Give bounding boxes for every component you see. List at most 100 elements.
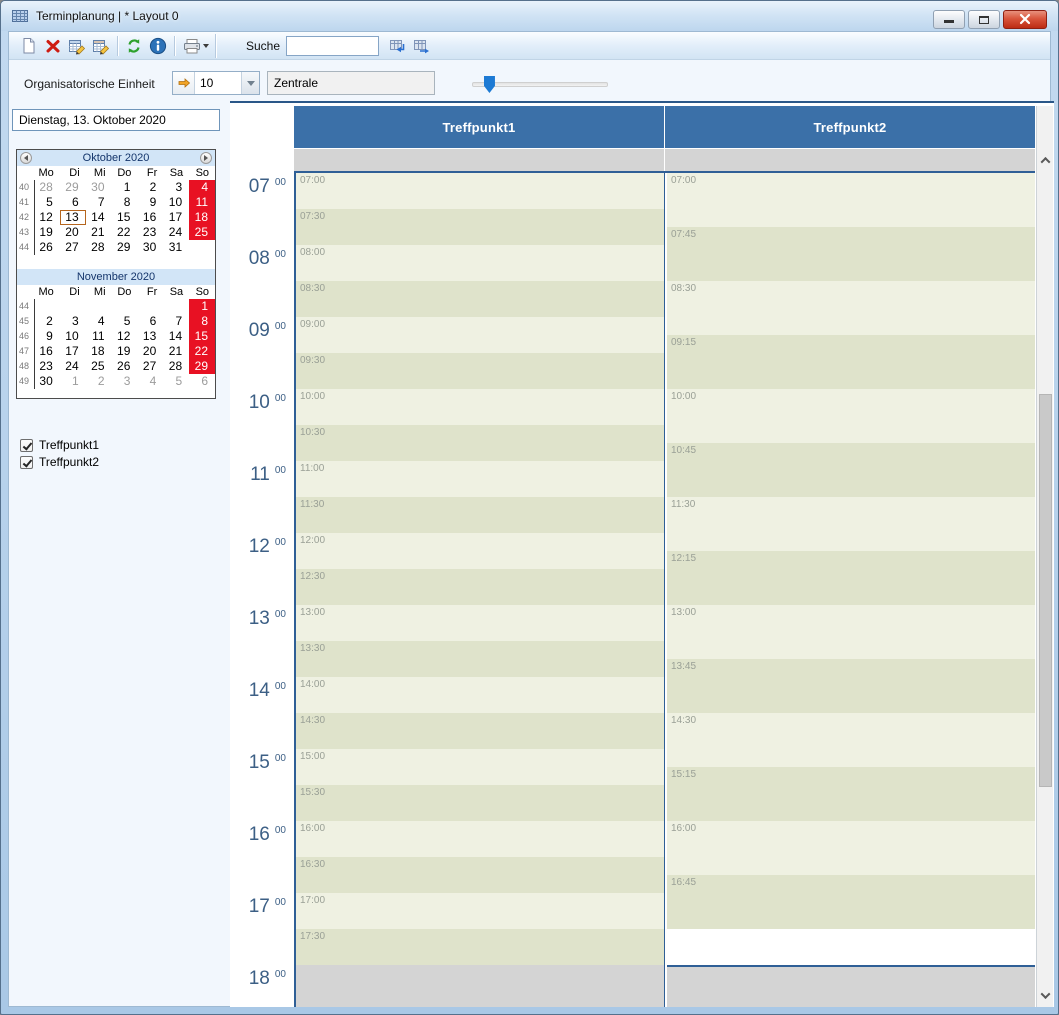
time-slot[interactable]: 14:00: [296, 677, 664, 713]
calendar-day-cell[interactable]: 25: [189, 225, 216, 240]
slider-thumb[interactable]: [483, 76, 495, 93]
time-slot[interactable]: 16:45: [667, 875, 1035, 929]
calendar-day-cell[interactable]: 8: [189, 314, 216, 329]
calendar-day-cell[interactable]: 19: [39, 225, 53, 239]
calendar-day-cell[interactable]: 1: [71, 374, 79, 388]
calendar-day-cell[interactable]: 8: [123, 195, 131, 209]
calendar-day-cell[interactable]: 27: [142, 359, 157, 373]
calendar-day-cell[interactable]: 11: [92, 329, 105, 343]
time-slot[interactable]: 15:15: [667, 767, 1035, 821]
calendar-day-cell[interactable]: 16: [39, 344, 53, 358]
search-previous-button[interactable]: [385, 34, 409, 58]
scrollbar-thumb[interactable]: [1039, 394, 1052, 787]
time-slot[interactable]: 07:45: [667, 227, 1035, 281]
calendar-day-cell[interactable]: 7: [97, 195, 105, 209]
calendar-day-cell[interactable]: 10: [168, 195, 183, 209]
calendar-day-cell[interactable]: 12: [117, 329, 131, 343]
calendar-day-cell[interactable]: 26: [117, 359, 131, 373]
vertical-scrollbar[interactable]: [1036, 106, 1053, 1007]
time-slot[interactable]: 09:00: [296, 317, 664, 353]
new-appointment-button[interactable]: [17, 34, 41, 58]
time-slot[interactable]: 08:30: [296, 281, 664, 317]
time-slot[interactable]: 16:00: [296, 821, 664, 857]
time-slot[interactable]: 15:30: [296, 785, 664, 821]
calendar-day-cell[interactable]: 29: [65, 180, 79, 194]
time-slot[interactable]: 07:00: [296, 173, 664, 209]
calendar-day-cell[interactable]: 4: [189, 180, 216, 195]
calendar-day-cell[interactable]: 17: [65, 344, 79, 358]
time-slot[interactable]: 17:30: [296, 929, 664, 965]
calendar-day-cell[interactable]: 23: [142, 225, 157, 239]
time-slot[interactable]: 14:30: [667, 713, 1035, 767]
calendar-day-cell[interactable]: 28: [168, 359, 183, 373]
calendar-day-cell[interactable]: 9: [46, 329, 53, 343]
calendar-day-cell[interactable]: 2: [149, 180, 157, 194]
selected-date-field[interactable]: Dienstag, 13. Oktober 2020: [12, 109, 220, 131]
time-slot[interactable]: 15:00: [296, 749, 664, 785]
time-slot[interactable]: 13:00: [296, 605, 664, 641]
calendar-day-cell[interactable]: 30: [91, 180, 105, 194]
calendar-day-cell[interactable]: 25: [91, 359, 105, 373]
time-slot[interactable]: 09:15: [667, 335, 1035, 389]
calendar-day-cell[interactable]: 28: [91, 240, 105, 254]
calendar-day-cell[interactable]: 6: [71, 195, 79, 209]
calendar-day-cell[interactable]: 14: [168, 329, 183, 343]
calendar-day-cell[interactable]: 4: [97, 314, 105, 328]
time-slot[interactable]: 07:30: [296, 209, 664, 245]
column-header-treffpunkt2[interactable]: Treffpunkt2: [665, 106, 1035, 148]
search-next-button[interactable]: [409, 34, 433, 58]
calendar-day-cell[interactable]: 3: [175, 180, 183, 194]
calendar-day-cell[interactable]: 15: [189, 329, 216, 344]
calendar-day-cell[interactable]: 29: [117, 240, 131, 254]
calendar-day-cell[interactable]: 6: [201, 374, 209, 388]
calendar-day-cell[interactable]: 4: [149, 374, 157, 388]
calendar-day-cell[interactable]: 1: [189, 299, 216, 314]
time-slot[interactable]: 13:00: [667, 605, 1035, 659]
calendar-day-cell[interactable]: 21: [91, 225, 105, 239]
time-slot[interactable]: 17:00: [296, 893, 664, 929]
calendar-day-cell[interactable]: 27: [65, 240, 79, 254]
calendar-day-cell[interactable]: 11: [189, 195, 216, 210]
calendar-day-cell[interactable]: 5: [46, 195, 53, 209]
delete-appointment-button[interactable]: [41, 34, 65, 58]
time-slot[interactable]: 11:30: [667, 497, 1035, 551]
resource-checkbox[interactable]: [20, 438, 33, 452]
calendar-day-cell[interactable]: 16: [142, 210, 157, 224]
info-button[interactable]: [146, 34, 170, 58]
time-slot[interactable]: 16:00: [667, 821, 1035, 875]
time-slot[interactable]: 11:00: [296, 461, 664, 497]
org-unit-go-button[interactable]: [173, 72, 195, 94]
calendar-day-cell[interactable]: 26: [39, 240, 53, 254]
time-slot[interactable]: 14:30: [296, 713, 664, 749]
calendar-day-cell[interactable]: 1: [123, 180, 131, 194]
time-slot[interactable]: 12:15: [667, 551, 1035, 605]
calendar-day-cell[interactable]: 3: [71, 314, 79, 328]
time-slot[interactable]: 12:00: [296, 533, 664, 569]
org-unit-dropdown-button[interactable]: [241, 72, 259, 94]
calendar-day-cell[interactable]: 29: [189, 359, 216, 374]
resource-checkbox[interactable]: [20, 455, 33, 469]
calendar-day-cell[interactable]: 5: [175, 374, 183, 388]
time-slot[interactable]: 13:45: [667, 659, 1035, 713]
minimize-button[interactable]: [933, 10, 965, 29]
calendar-day-cell[interactable]: 2: [46, 314, 53, 328]
close-button[interactable]: [1003, 10, 1047, 29]
column-header-treffpunkt1[interactable]: Treffpunkt1: [294, 106, 664, 148]
calendar-day-cell[interactable]: 30: [39, 374, 53, 388]
time-slot[interactable]: 07:00: [667, 173, 1035, 227]
calendar-day-cell[interactable]: 6: [149, 314, 157, 328]
calendar-day-cell[interactable]: 17: [168, 210, 183, 224]
time-slot[interactable]: 10:30: [296, 425, 664, 461]
calendar-day-cell[interactable]: 21: [168, 344, 183, 358]
calendar-day-cell[interactable]: 18: [91, 344, 105, 358]
calendar-day-cell[interactable]: 23: [39, 359, 53, 373]
refresh-button[interactable]: [122, 34, 146, 58]
time-slot[interactable]: 13:30: [296, 641, 664, 677]
edit-layout-button[interactable]: [89, 34, 113, 58]
calendar-day-cell[interactable]: 3: [123, 374, 131, 388]
calendar-day-cell[interactable]: 24: [168, 225, 183, 239]
time-slot[interactable]: 08:00: [296, 245, 664, 281]
org-unit-number[interactable]: 10: [200, 76, 214, 90]
calendar-day-cell[interactable]: 31: [168, 240, 183, 254]
calendar-day-cell[interactable]: 12: [39, 210, 53, 224]
